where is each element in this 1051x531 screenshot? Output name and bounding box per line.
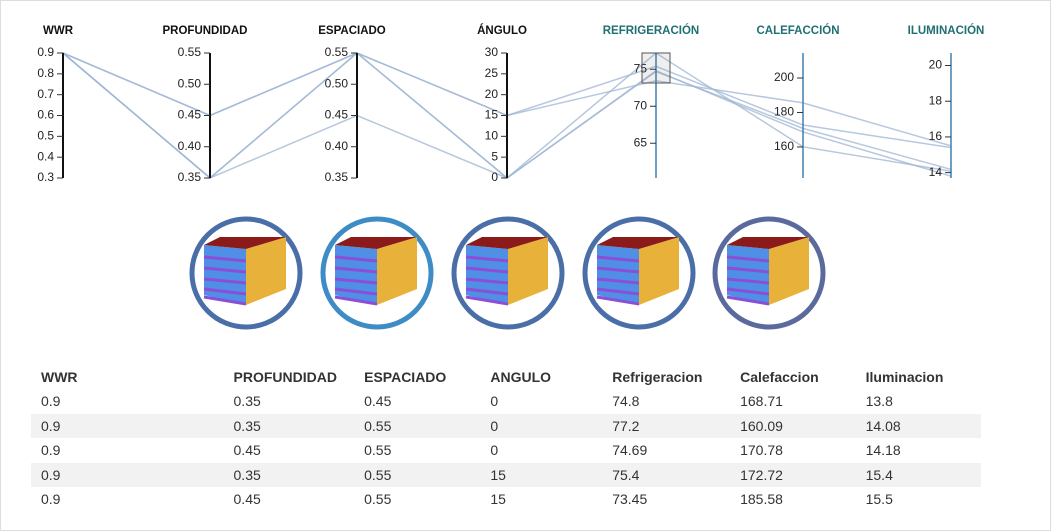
table-cell: 15.5 [856, 487, 981, 512]
y-tick-label: 0.4 [37, 149, 54, 163]
table-cell: 15.4 [856, 463, 981, 488]
axis-title: ÁNGULO [477, 24, 527, 37]
y-tick-label: 0.9 [37, 45, 54, 59]
y-tick-label: 0.55 [178, 45, 202, 59]
y-tick-label: 0.45 [178, 108, 202, 122]
table-cell: 15 [480, 463, 602, 488]
icon[interactable] [192, 219, 300, 327]
icon[interactable] [715, 219, 823, 327]
table-cell: 0.45 [354, 389, 480, 414]
table-cell: 0.45 [224, 438, 355, 463]
axis-title: PROFUNDIDAD [163, 25, 248, 37]
y-tick-label: 0.35 [325, 170, 349, 184]
column-header: PROFUNDIDAD [224, 365, 355, 389]
table-cell: 0.55 [354, 414, 480, 439]
y-tick-label: 0.50 [325, 76, 349, 90]
table-cell: 15 [480, 487, 602, 512]
y-tick-label: 0.50 [178, 76, 202, 90]
table-cell: 0.9 [31, 463, 224, 488]
y-tick-label: 14 [929, 165, 943, 179]
y-tick-label: 25 [485, 66, 499, 80]
y-tick-label: 0.40 [325, 139, 349, 153]
table-cell: 0.35 [224, 463, 355, 488]
table-cell: 0 [480, 414, 602, 439]
table-cell: 74.69 [602, 438, 730, 463]
table-cell: 0.9 [31, 414, 224, 439]
y-tick-label: 18 [929, 93, 943, 107]
axis-title: REFRIGERACIÓN [603, 24, 699, 37]
brush[interactable] [642, 53, 670, 83]
y-tick-label: 160 [774, 139, 794, 153]
y-tick-label: 15 [485, 108, 499, 122]
table-cell: 170.78 [730, 438, 856, 463]
y-tick-label: 10 [485, 129, 499, 143]
table-cell: 0.55 [354, 438, 480, 463]
icon[interactable] [585, 219, 693, 327]
axis-title: ESPACIADO [318, 25, 386, 37]
table-cell: 73.45 [602, 487, 730, 512]
table-cell: 0.45 [224, 487, 355, 512]
column-header: Calefaccion [730, 365, 856, 389]
y-tick-label: 0.7 [37, 87, 54, 101]
y-tick-label: 0.5 [37, 129, 54, 143]
y-tick-label: 16 [929, 129, 943, 143]
y-tick-label: 0.35 [178, 170, 202, 184]
table-cell: 185.58 [730, 487, 856, 512]
table-cell: 0.9 [31, 438, 224, 463]
y-tick-label: 200 [774, 70, 794, 84]
column-header: ESPACIADO [354, 365, 480, 389]
column-header: WWR [31, 365, 224, 389]
y-tick-label: 65 [634, 135, 648, 149]
table-cell: 74.8 [602, 389, 730, 414]
table-cell: 168.71 [730, 389, 856, 414]
table-cell: 13.8 [856, 389, 981, 414]
table-cell: 0.55 [354, 463, 480, 488]
axis-title: WWR [43, 25, 74, 37]
y-tick-label: 0.45 [325, 108, 349, 122]
y-tick-label: 5 [491, 149, 498, 163]
table-cell: 0 [480, 389, 602, 414]
table-cell: 0 [480, 438, 602, 463]
y-tick-label: 0.55 [325, 45, 349, 59]
y-tick-label: 0.40 [178, 139, 202, 153]
table-cell: 77.2 [602, 414, 730, 439]
icon[interactable] [323, 219, 431, 327]
axis-title: CALEFACCIÓN [756, 24, 839, 37]
y-tick-label: 30 [485, 45, 499, 59]
design-icons [1, 206, 1050, 346]
y-tick-label: 180 [774, 105, 794, 119]
y-tick-label: 70 [634, 98, 648, 112]
table-cell: 0.35 [224, 389, 355, 414]
table-cell: 0.9 [31, 487, 224, 512]
table-cell: 0.9 [31, 389, 224, 414]
axes: WWR 0.3 0.4 0.5 0.6 0.7 0.8 0.9 PROFUNDIDAD 0.35 0… [37, 24, 984, 184]
y-tick-label: 20 [485, 87, 499, 101]
axis-title: ILUMINACIÓN [908, 24, 985, 37]
table-cell: 14.18 [856, 438, 981, 463]
y-tick-label: 0 [491, 170, 498, 184]
y-tick-label: 0.3 [37, 170, 54, 184]
y-tick-label: 20 [929, 58, 943, 72]
column-header: Iluminacion [856, 365, 981, 389]
table-cell: 14.08 [856, 414, 981, 439]
table-cell: 75.4 [602, 463, 730, 488]
table-cell: 172.72 [730, 463, 856, 488]
table-cell: 0.55 [354, 487, 480, 512]
parallel-chart: WWR 0.3 0.4 0.5 0.6 0.7 0.8 0.9 PROFUNDIDAD 0.35 0… [1, 1, 1050, 196]
icon[interactable] [454, 219, 562, 327]
column-header: Refrigeracion [602, 365, 730, 389]
y-tick-label: 0.6 [37, 108, 54, 122]
y-tick-label: 0.8 [37, 66, 54, 80]
table-cell: 0.35 [224, 414, 355, 439]
table-cell: 160.09 [730, 414, 856, 439]
column-header: ANGULO [480, 365, 602, 389]
dashboard: WWR0.30.40.50.60.70.80.9PROFUNDIDAD0.350… [0, 0, 1051, 531]
